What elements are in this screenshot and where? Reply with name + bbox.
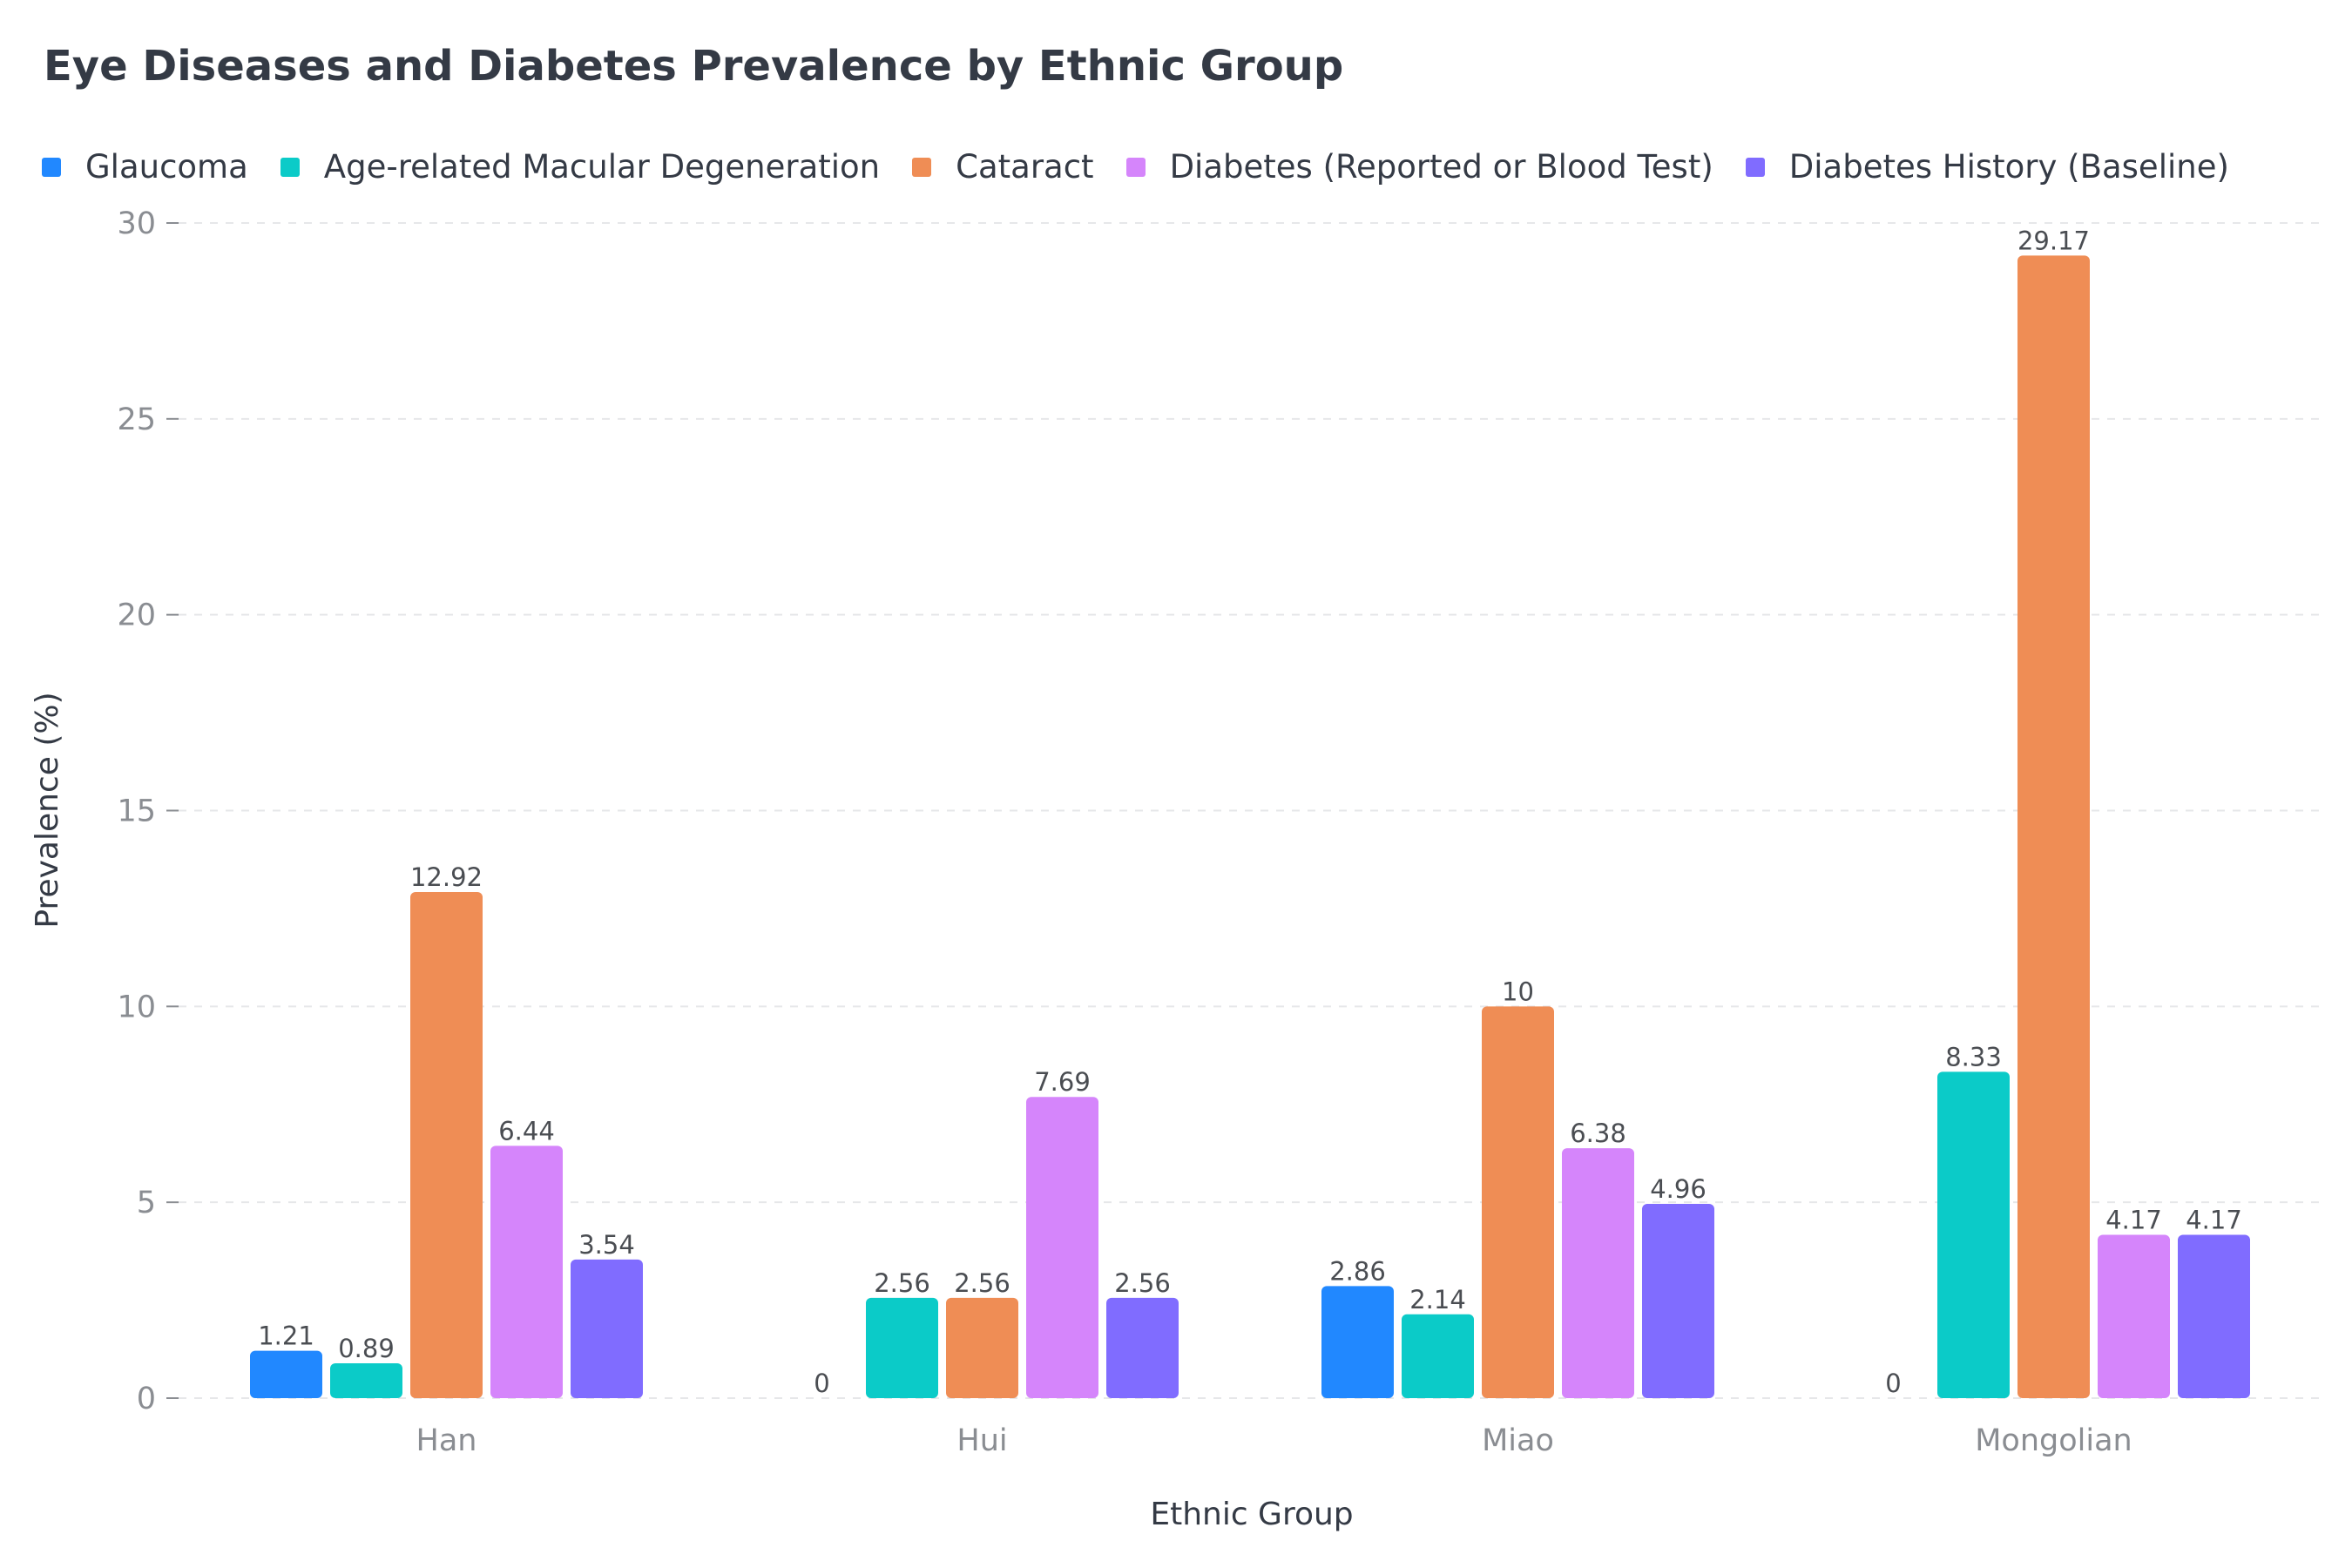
data-label: 2.14 xyxy=(1409,1285,1466,1315)
y-axis-title: Prevalence (%) xyxy=(30,692,65,928)
data-label: 7.69 xyxy=(1034,1067,1091,1097)
y-tick-label: 25 xyxy=(117,402,156,437)
bar-diabetes-reported-or-blood-test-miao xyxy=(1562,1148,1634,1398)
chart-title: Eye Diseases and Diabetes Prevalence by … xyxy=(44,42,1344,91)
data-label: 2.86 xyxy=(1329,1256,1386,1286)
bar-diabetes-history-baseline-hui xyxy=(1106,1297,1179,1398)
bar-diabetes-history-baseline-miao xyxy=(1642,1203,1714,1398)
bar-cataract-hui xyxy=(946,1297,1018,1398)
data-label: 2.56 xyxy=(1114,1268,1171,1298)
x-axis: Han Hui Miao Mongolian xyxy=(416,1423,2132,1458)
legend-swatch xyxy=(280,157,300,177)
x-axis-title: Ethnic Group xyxy=(1150,1497,1353,1532)
bar-glaucoma-han xyxy=(250,1350,322,1398)
legend-label: Cataract xyxy=(956,148,1094,186)
bar-age-related-macular-degeneration-hui xyxy=(866,1297,938,1398)
data-label: 2.56 xyxy=(874,1268,930,1298)
data-label: 6.44 xyxy=(498,1116,555,1146)
legend-item-cataract: Cataract xyxy=(912,148,1094,186)
legend-item-diabetes-history-baseline: Diabetes History (Baseline) xyxy=(1745,148,2229,186)
legend-swatch xyxy=(1125,157,1146,177)
bar-age-related-macular-degeneration-mongolian xyxy=(1937,1071,2010,1398)
y-axis: 0 5 10 15 20 25 30 xyxy=(117,206,179,1416)
legend-item-age-related-macular-degeneration: Age-related Macular Degeneration xyxy=(280,148,880,186)
y-tick-label: 5 xyxy=(137,1186,156,1220)
x-tick-label: Mongolian xyxy=(1975,1423,2132,1458)
legend-swatch xyxy=(1745,157,1765,177)
legend-label: Diabetes (Reported or Blood Test) xyxy=(1169,148,1713,186)
bar-age-related-macular-degeneration-han xyxy=(330,1362,402,1398)
data-label: 4.17 xyxy=(2105,1205,2162,1234)
x-tick-label: Miao xyxy=(1482,1423,1554,1458)
bar-glaucoma-miao xyxy=(1321,1286,1394,1398)
legend-item-glaucoma: Glaucoma xyxy=(42,148,248,186)
data-label: 4.17 xyxy=(2186,1205,2242,1234)
bar-age-related-macular-degeneration-miao xyxy=(1402,1314,1474,1398)
y-tick-label: 20 xyxy=(117,598,156,633)
legend: Glaucoma Age-related Macular Degeneration… xyxy=(42,148,2261,186)
data-label: 29.17 xyxy=(2017,226,2090,255)
data-label: 6.38 xyxy=(1570,1119,1626,1148)
legend-label: Glaucoma xyxy=(85,148,248,186)
x-tick-label: Hui xyxy=(956,1423,1007,1458)
bars xyxy=(250,255,2250,1399)
data-label: 3.54 xyxy=(578,1230,635,1260)
legend-item-diabetes-reported-or-blood-test: Diabetes (Reported or Blood Test) xyxy=(1125,148,1713,186)
bar-diabetes-history-baseline-mongolian xyxy=(2178,1234,2250,1398)
data-label: 12.92 xyxy=(410,862,483,892)
bar-diabetes-reported-or-blood-test-han xyxy=(490,1146,563,1398)
y-tick-label: 10 xyxy=(117,990,156,1024)
bar-cataract-mongolian xyxy=(2017,255,2090,1399)
legend-label: Age-related Macular Degeneration xyxy=(323,148,881,186)
data-label: 1.21 xyxy=(258,1321,314,1351)
data-label: 8.33 xyxy=(1945,1042,2002,1071)
bar-cataract-miao xyxy=(1482,1006,1554,1398)
data-label: 10 xyxy=(1502,977,1534,1006)
bar-cataract-han xyxy=(410,892,483,1398)
data-label: 2.56 xyxy=(954,1268,1010,1298)
bar-diabetes-history-baseline-han xyxy=(571,1259,643,1398)
y-tick-label: 0 xyxy=(137,1382,156,1416)
data-label: 0.89 xyxy=(338,1334,395,1363)
data-label: 4.96 xyxy=(1650,1174,1707,1204)
data-label: 0 xyxy=(814,1369,829,1398)
legend-swatch xyxy=(42,157,61,177)
data-label: 0 xyxy=(1885,1369,1901,1398)
legend-swatch xyxy=(912,157,932,177)
x-tick-label: Han xyxy=(416,1423,477,1458)
grid-lines xyxy=(179,222,2322,1399)
bar-diabetes-reported-or-blood-test-hui xyxy=(1026,1097,1098,1398)
data-labels: 1.21 0.89 12.92 6.44 3.54 0 2.56 2.56 7.69 2.56 2.… xyxy=(258,226,2242,1398)
legend-label: Diabetes History (Baseline) xyxy=(1788,148,2229,186)
y-tick-label: 15 xyxy=(117,794,156,829)
bar-diabetes-reported-or-blood-test-mongolian xyxy=(2098,1234,2170,1398)
y-tick-label: 30 xyxy=(117,206,156,241)
